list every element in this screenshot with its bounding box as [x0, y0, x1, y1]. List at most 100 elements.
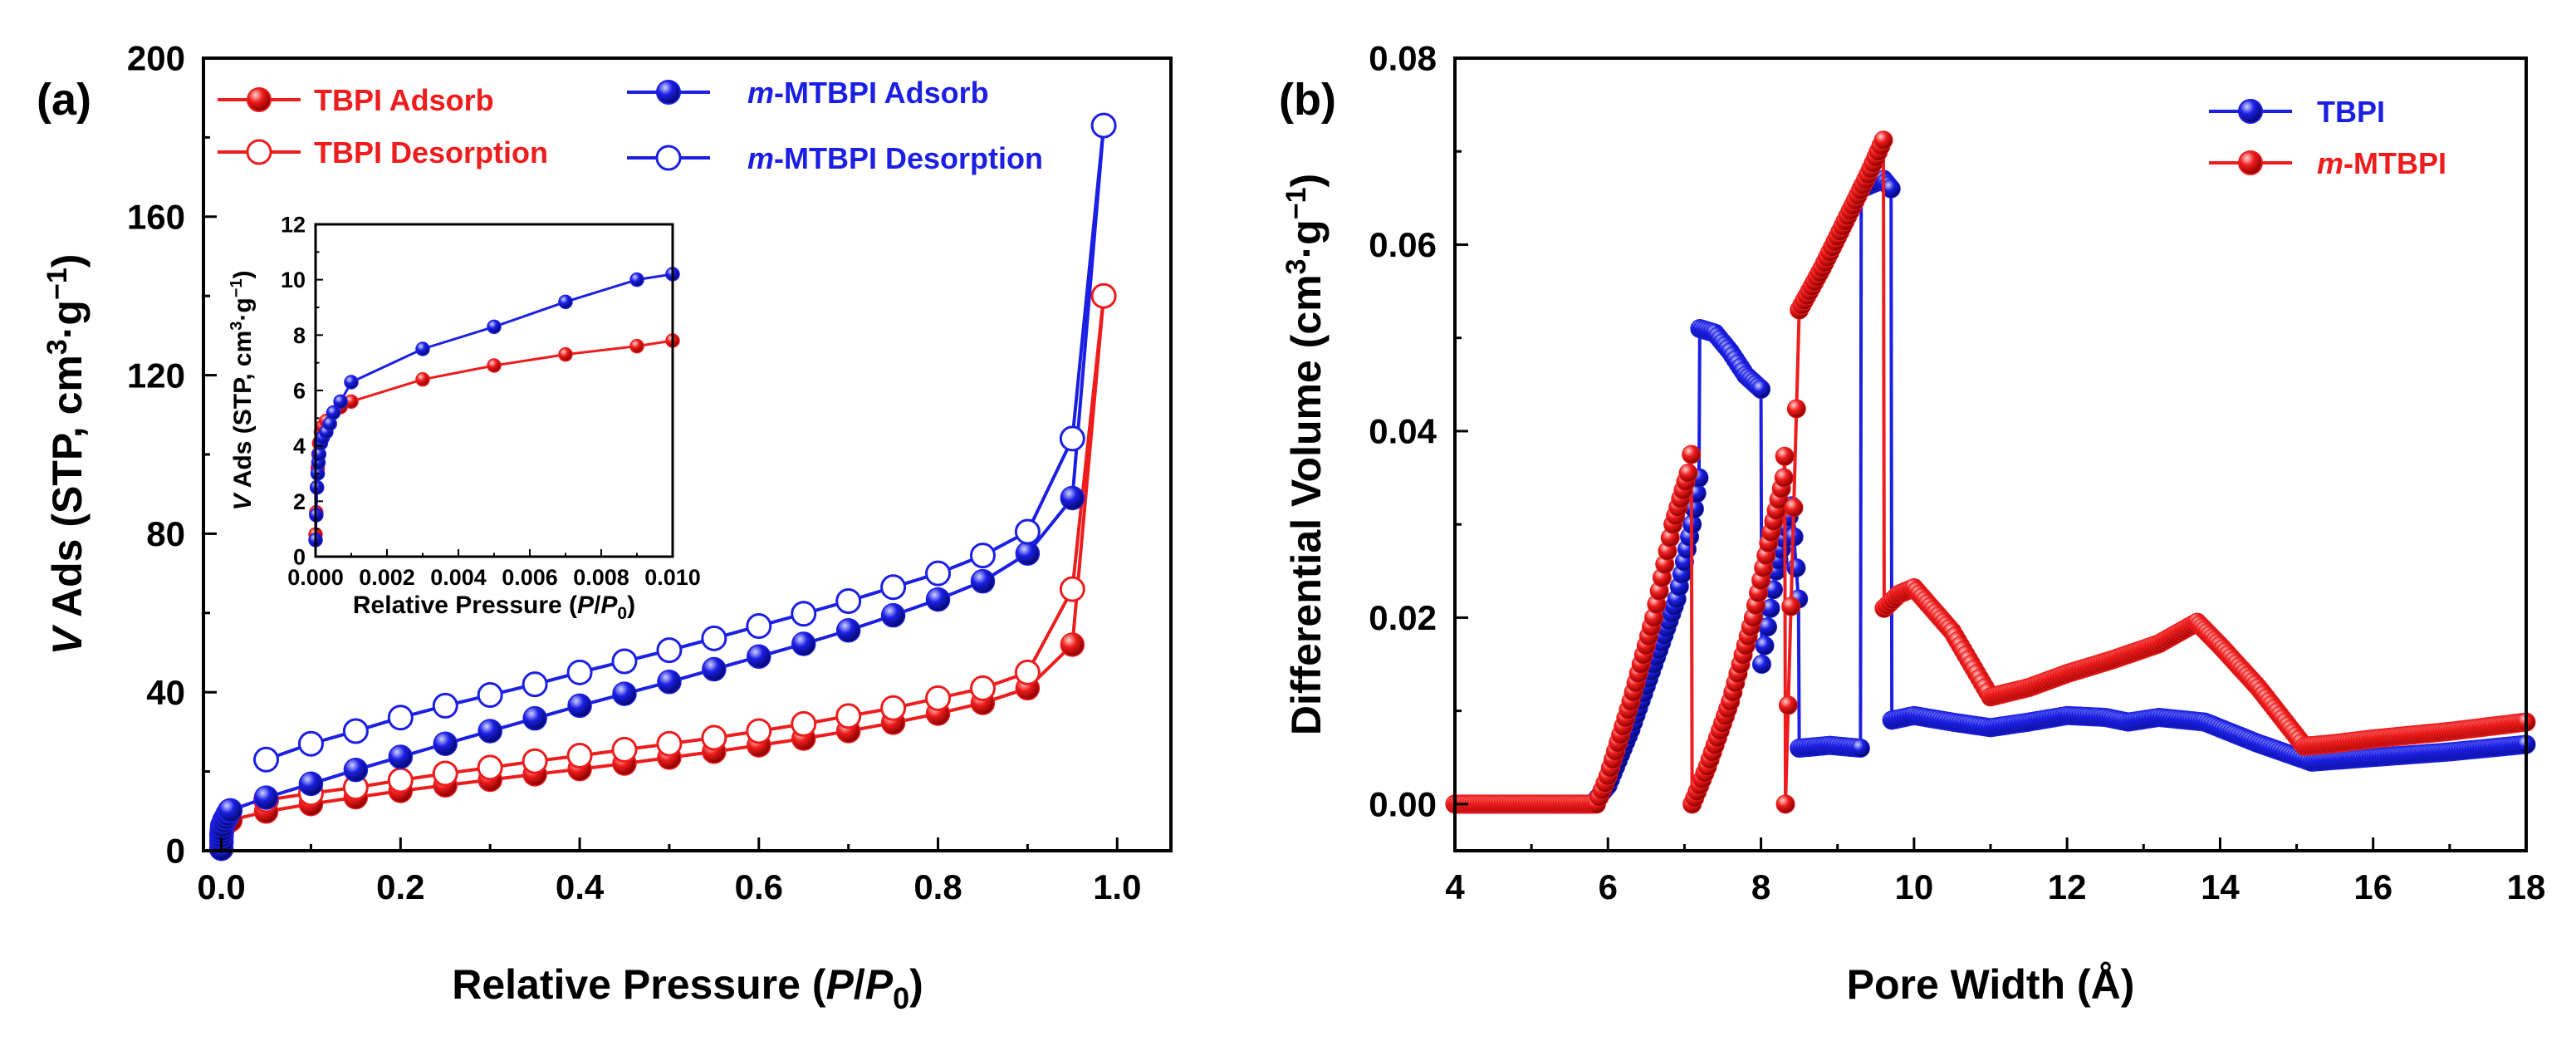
legend-item-m-mtbpi-adsorb: m-MTBPI Adsorb — [627, 76, 989, 110]
data-point — [487, 358, 502, 373]
legend-label: m-MTBPI Desorption — [747, 141, 1043, 175]
legend-item-tbpi: TBPI — [2209, 95, 2385, 129]
data-point — [791, 631, 816, 656]
data-point — [1778, 695, 1798, 715]
x-tick-label: 0.010 — [644, 565, 701, 590]
data-point — [326, 405, 341, 420]
data-point — [657, 670, 682, 695]
panel-a-x-axis-title: Relative Pressure (P/P0) — [452, 961, 923, 1015]
legend-label: m-MTBPI — [2317, 146, 2446, 180]
panel-b-legend: TBPI m-MTBPI — [2209, 95, 2446, 180]
data-point — [522, 671, 548, 698]
data-point — [925, 685, 952, 711]
data-point — [1850, 739, 1870, 759]
data-point — [701, 724, 727, 751]
data-point — [477, 754, 503, 781]
inset-ticks: 0.000 0.002 0.004 0.006 0.008 0.010 0 2 4 6 8 10 12 — [281, 212, 701, 590]
data-point — [1014, 518, 1041, 545]
y-tick-label: 0.00 — [1369, 785, 1437, 824]
data-point — [1751, 379, 1771, 399]
y-tick-label: 40 — [146, 673, 185, 712]
data-point — [925, 560, 952, 587]
data-point — [566, 659, 593, 685]
data-point — [970, 568, 996, 594]
data-point — [1682, 444, 1702, 464]
data-point — [1774, 468, 1794, 488]
data-point — [333, 394, 348, 410]
x-tick-label: 18 — [2507, 867, 2546, 906]
series-line — [1455, 177, 2527, 806]
x-tick-label: 0.4 — [556, 867, 605, 906]
legend-item-tbpi-desorption: TBPI Desorption — [218, 135, 548, 169]
data-point — [791, 710, 817, 737]
panel-b-label: (b) — [1279, 75, 1336, 125]
data-point — [1775, 446, 1795, 466]
data-point — [656, 637, 683, 664]
data-point — [522, 705, 547, 731]
legend-item-m-mtbpi: m-MTBPI — [2209, 146, 2446, 180]
data-point — [522, 748, 548, 774]
y-tick-label: 2 — [293, 489, 306, 514]
data-point — [880, 574, 907, 601]
x-tick-label: 12 — [2048, 867, 2087, 906]
x-tick-label: 0.000 — [287, 565, 344, 590]
data-point — [880, 695, 907, 721]
y-tick-label: 0.06 — [1369, 225, 1437, 264]
data-point — [218, 798, 243, 823]
data-point — [656, 730, 683, 757]
legend-marker — [246, 139, 272, 165]
data-point — [298, 771, 324, 797]
data-point — [1014, 659, 1041, 685]
data-point — [1873, 130, 1893, 150]
legend-marker — [656, 80, 681, 105]
data-point — [477, 719, 502, 744]
panel-b-y-axis-title: Differential Volume (cm3·g−1) — [1281, 174, 1330, 735]
panel-a-data — [208, 112, 1117, 862]
y-tick-label: 4 — [293, 434, 306, 459]
data-point — [1755, 636, 1775, 656]
data-point — [629, 272, 644, 287]
data-point — [487, 319, 502, 335]
legend-label: m-MTBPI Adsorb — [747, 76, 989, 110]
legend-marker — [2238, 99, 2263, 124]
y-tick-label: 0 — [166, 832, 185, 871]
panel-b-data — [1445, 130, 2536, 814]
y-tick-label: 160 — [127, 198, 185, 237]
panel-b-chart: (b) 4 6 8 10 12 14 16 18 0.00 0.02 0.04 0.06 0.08 Po… — [1279, 39, 2545, 1008]
legend-marker — [655, 145, 682, 171]
data-point — [253, 785, 279, 810]
data-point — [1775, 794, 1795, 814]
panel-a-y-axis-title: V Ads (STP, cm3·g−1) — [42, 254, 91, 656]
x-tick-label: 8 — [1751, 867, 1770, 906]
y-tick-label: 10 — [281, 268, 306, 292]
data-point — [1060, 632, 1085, 657]
data-point — [746, 718, 772, 744]
data-point — [1751, 655, 1771, 675]
data-point — [611, 648, 638, 675]
y-tick-label: 0.02 — [1369, 598, 1437, 637]
data-point — [297, 730, 324, 757]
data-point — [566, 743, 593, 769]
data-point — [1059, 576, 1085, 602]
data-point — [1678, 463, 1698, 483]
data-point — [1060, 485, 1085, 511]
data-point — [477, 682, 503, 709]
inset-y-axis-title: V Ads (STP, cm3·g−1) — [228, 270, 257, 510]
legend-label: TBPI Adsorb — [314, 83, 494, 117]
y-tick-label: 12 — [281, 212, 306, 237]
panel-b-x-axis-title: Pore Width (Å) — [1847, 961, 2135, 1008]
panel-a-legend: TBPI Adsorb TBPI Desorption m-MTBPI Adso… — [218, 76, 1043, 175]
data-point — [612, 681, 637, 706]
inset-x-axis-title: Relative Pressure (P/P0) — [353, 592, 635, 623]
data-point — [432, 692, 458, 719]
data-point — [969, 543, 996, 569]
data-point — [433, 731, 458, 756]
legend-label: TBPI Desorption — [314, 135, 548, 169]
data-point — [1015, 541, 1041, 566]
legend-item-tbpi-adsorb: TBPI Adsorb — [218, 83, 494, 117]
x-tick-label: 10 — [1894, 867, 1933, 906]
y-tick-label: 8 — [293, 323, 306, 348]
data-point — [415, 371, 430, 387]
